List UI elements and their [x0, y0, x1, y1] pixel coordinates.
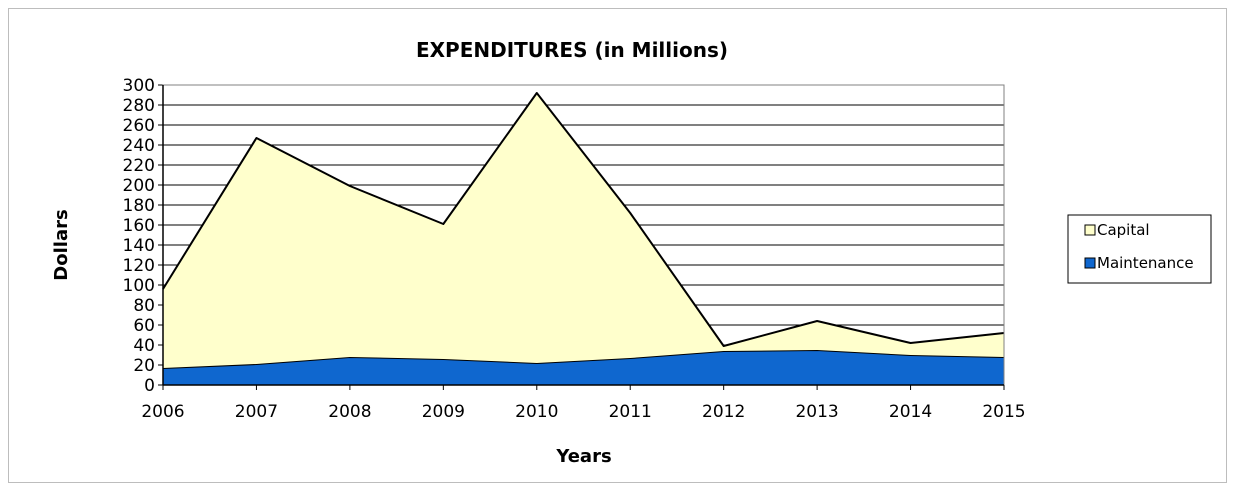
- x-tick-label: 2011: [609, 402, 652, 422]
- area-maintenance: [163, 350, 1004, 385]
- y-tick-labels: 0204060801001201401601802002202402602803…: [123, 76, 155, 396]
- y-tick-label: 100: [123, 276, 155, 296]
- x-axis-label: Years: [555, 446, 611, 467]
- x-tick-label: 2009: [422, 402, 465, 422]
- y-tick-label: 120: [123, 256, 155, 276]
- legend-label-maintenance: Maintenance: [1097, 254, 1194, 272]
- legend: Capital Maintenance: [1067, 214, 1212, 284]
- x-tick-label: 2006: [141, 402, 184, 422]
- y-tick-label: 140: [123, 236, 155, 256]
- x-tick-label: 2010: [515, 402, 558, 422]
- y-tick-label: 300: [123, 76, 155, 96]
- x-tick-label: 2014: [889, 402, 932, 422]
- chart-title: EXPENDITURES (in Millions): [416, 38, 728, 62]
- legend-label-capital: Capital: [1097, 221, 1150, 239]
- legend-swatch-maintenance: [1084, 257, 1096, 269]
- y-tick-label: 180: [123, 196, 155, 216]
- legend-item-capital: Capital: [1084, 221, 1150, 239]
- area-capital: [163, 93, 1004, 368]
- legend-swatch-capital: [1084, 224, 1096, 236]
- y-tick-label: 240: [123, 136, 155, 156]
- area-outline-capital: [162, 92, 1005, 347]
- y-tick-label: 20: [133, 356, 155, 376]
- x-tick-label: 2008: [328, 402, 371, 422]
- y-tick-label: 60: [133, 316, 155, 336]
- y-tick-label: 220: [123, 156, 155, 176]
- y-tick-label: 280: [123, 96, 155, 116]
- x-tick-label: 2012: [702, 402, 745, 422]
- x-tick-label: 2007: [235, 402, 278, 422]
- y-tick-label: 160: [123, 216, 155, 236]
- y-tick-label: 40: [133, 336, 155, 356]
- y-tick-label: 260: [123, 116, 155, 136]
- area-series: [162, 92, 1005, 385]
- y-axis-label: Dollars: [51, 209, 72, 280]
- y-tick-label: 0: [144, 376, 155, 396]
- legend-item-maintenance: Maintenance: [1084, 254, 1194, 272]
- axes: [158, 84, 1005, 390]
- x-tick-labels: 2006 2007 2008 2009 2010 2011 2012 2013 2014 2015: [141, 402, 1025, 422]
- y-tick-label: 200: [123, 176, 155, 196]
- x-tick-label: 2015: [982, 402, 1025, 422]
- x-tick-label: 2013: [795, 402, 838, 422]
- y-tick-label: 80: [133, 296, 155, 316]
